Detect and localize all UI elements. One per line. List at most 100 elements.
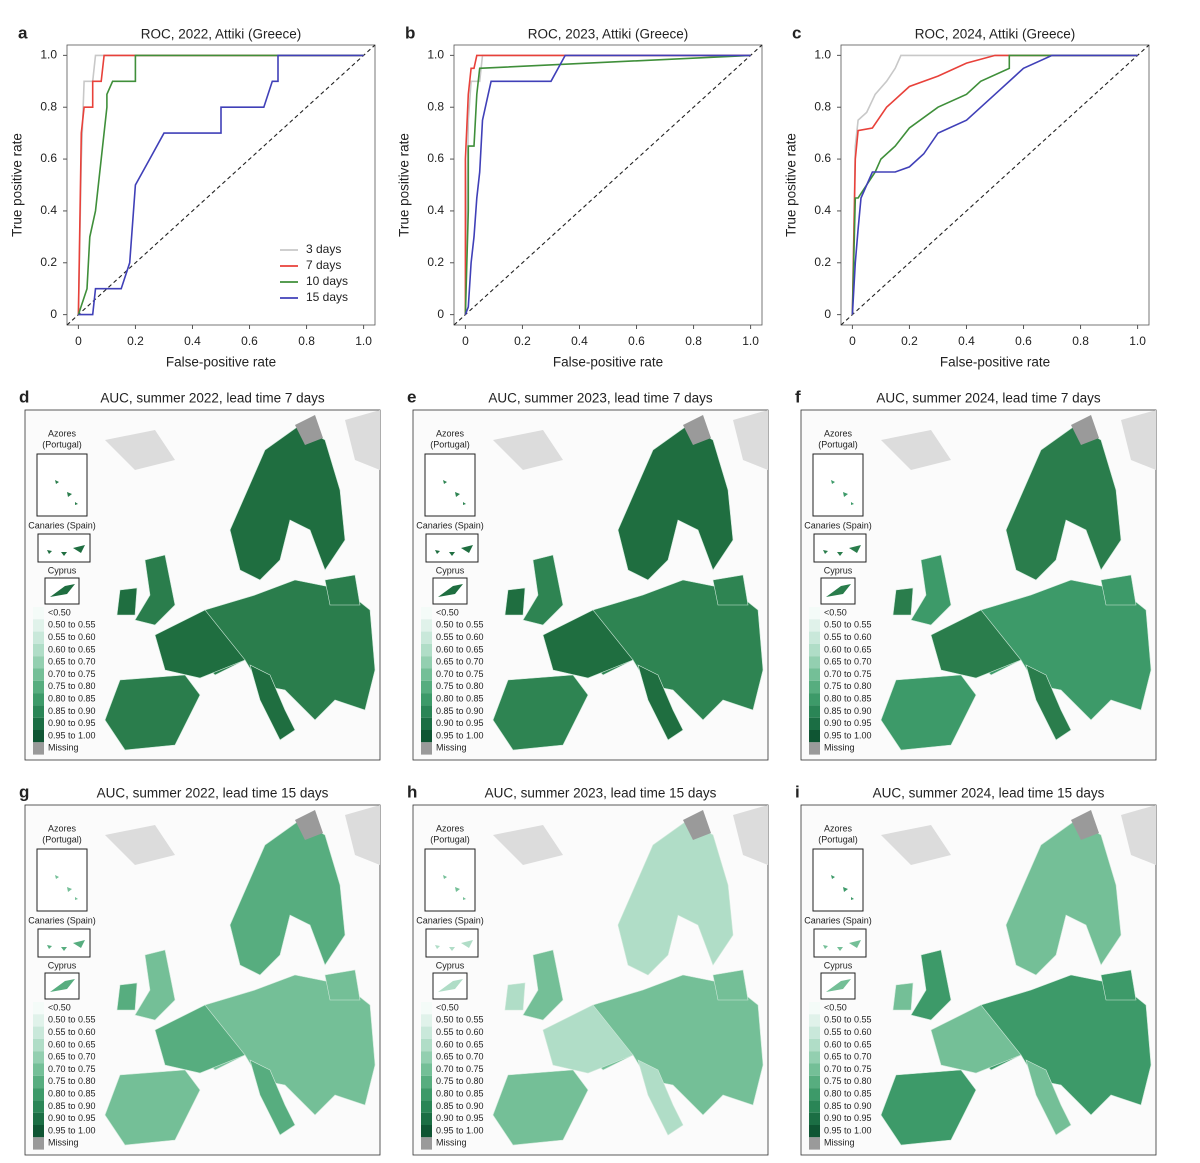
legend-label: 0.65 to 0.70 [48, 657, 96, 667]
legend-label: 0.75 to 0.80 [48, 1076, 96, 1086]
legend-swatch [421, 668, 432, 681]
y-axis-label: True positive rate [10, 133, 25, 237]
region [910, 554, 952, 626]
y-tick-label: 0.4 [814, 203, 831, 217]
legend-swatch [809, 643, 820, 657]
legend-label: 0.55 to 0.60 [824, 1027, 872, 1037]
missing-region [1071, 415, 1099, 445]
inset-label: Cyprus [48, 565, 77, 575]
legend-label: 0.55 to 0.60 [48, 632, 96, 642]
y-tick-label: 1.0 [40, 48, 57, 62]
region [229, 424, 346, 581]
inset-box [36, 848, 88, 912]
legend-swatch [809, 730, 820, 743]
legend-label: Missing [824, 1138, 855, 1148]
region [1100, 969, 1137, 1001]
y-tick-label: 0.8 [814, 99, 831, 113]
legend-label: 0.80 to 0.85 [824, 1088, 872, 1098]
x-axis-label: False-positive rate [553, 355, 663, 370]
legend-swatch [33, 1002, 44, 1015]
legend-label: 0.85 to 0.90 [48, 706, 96, 716]
roc-line [464, 54, 751, 315]
x-tick-label: 0.2 [901, 334, 918, 348]
legend-label: 0.75 to 0.80 [824, 681, 872, 691]
land-outside [881, 805, 1156, 865]
region [194, 974, 376, 1116]
legend-swatch [33, 1051, 44, 1064]
y-axis-label: True positive rate [397, 133, 412, 237]
y-tick-label: 0.8 [40, 99, 57, 113]
legend-label: Missing [824, 743, 855, 753]
region [617, 819, 734, 976]
map: Azores(Portugal) Canaries (Spain) Cyprus <0… [804, 410, 1156, 755]
x-tick-label: 0.8 [1072, 334, 1089, 348]
inset-label: Canaries (Spain) [28, 915, 96, 925]
inset-islands [438, 979, 463, 992]
legend-swatch [809, 680, 820, 694]
x-tick-label: 0.4 [571, 334, 588, 348]
inset-label: Canaries (Spain) [28, 520, 96, 530]
inset-label: (Portugal) [818, 439, 858, 449]
y-tick-label: 0.6 [814, 151, 831, 165]
map-title: AUC, summer 2022, lead time 7 days [100, 391, 325, 406]
inset-label: (Portugal) [430, 439, 470, 449]
inset-label: Azores [436, 823, 465, 833]
chart-title: ROC, 2024, Attiki (Greece) [915, 27, 1076, 42]
y-tick-label: 0 [824, 307, 831, 321]
x-tick-label: 0.4 [184, 334, 201, 348]
legend-swatch [421, 693, 432, 706]
legend-label: <0.50 [824, 607, 847, 617]
legend-swatch [33, 1137, 44, 1150]
roc-line [78, 54, 364, 316]
region [880, 1069, 977, 1146]
panel-letter: i [795, 782, 800, 801]
legend-swatch [33, 607, 44, 620]
legend-label: 0.75 to 0.80 [436, 1076, 484, 1086]
inset-label: Canaries (Spain) [416, 520, 484, 530]
region [249, 664, 296, 741]
legend-label: 0.70 to 0.75 [824, 1064, 872, 1074]
inset-islands [435, 940, 473, 951]
legend-label: 0.60 to 0.65 [48, 1039, 96, 1049]
y-axis-label: True positive rate [784, 133, 799, 237]
y-tick-label: 0 [50, 307, 57, 321]
roc-line [77, 54, 364, 315]
panel-letter: g [19, 782, 29, 801]
region [637, 664, 684, 741]
legend-label: 0.70 to 0.75 [436, 669, 484, 679]
legend-swatch [809, 1063, 820, 1076]
legend-swatch [421, 643, 432, 657]
legend-swatch [421, 1125, 432, 1138]
region [134, 554, 176, 626]
inset-label: Azores [48, 823, 77, 833]
legend-swatch [33, 1038, 44, 1052]
legend-label: 15 days [306, 290, 348, 304]
legend-label: 0.60 to 0.65 [436, 1039, 484, 1049]
y-tick-label: 1.0 [814, 48, 831, 62]
region [104, 1069, 201, 1146]
legend-label: 0.85 to 0.90 [436, 706, 484, 716]
legend-swatch [421, 607, 432, 620]
legend-swatch [809, 1125, 820, 1138]
legend-swatch [809, 668, 820, 681]
inset-islands [826, 979, 851, 992]
region [104, 674, 201, 751]
legend-swatch [809, 1112, 820, 1125]
legend-label: Missing [48, 1138, 79, 1148]
inset-label: Canaries (Spain) [416, 915, 484, 925]
x-tick-label: 0.4 [958, 334, 975, 348]
inset-islands [438, 584, 463, 597]
y-tick-label: 0.2 [40, 255, 57, 269]
x-tick-label: 0 [75, 334, 82, 348]
legend-swatch [809, 619, 820, 632]
legend-label: 0.85 to 0.90 [48, 1101, 96, 1111]
region [324, 574, 361, 606]
inset-label: (Portugal) [42, 834, 82, 844]
panel-letter: b [405, 23, 415, 42]
panel-letter: e [407, 387, 416, 406]
legend-label: 0.80 to 0.85 [824, 693, 872, 703]
map: Azores(Portugal) Canaries (Spain) Cyprus <0… [28, 805, 380, 1150]
legend-label: 0.90 to 0.95 [436, 1113, 484, 1123]
legend-swatch [33, 730, 44, 743]
legend-label: 0.60 to 0.65 [48, 644, 96, 654]
